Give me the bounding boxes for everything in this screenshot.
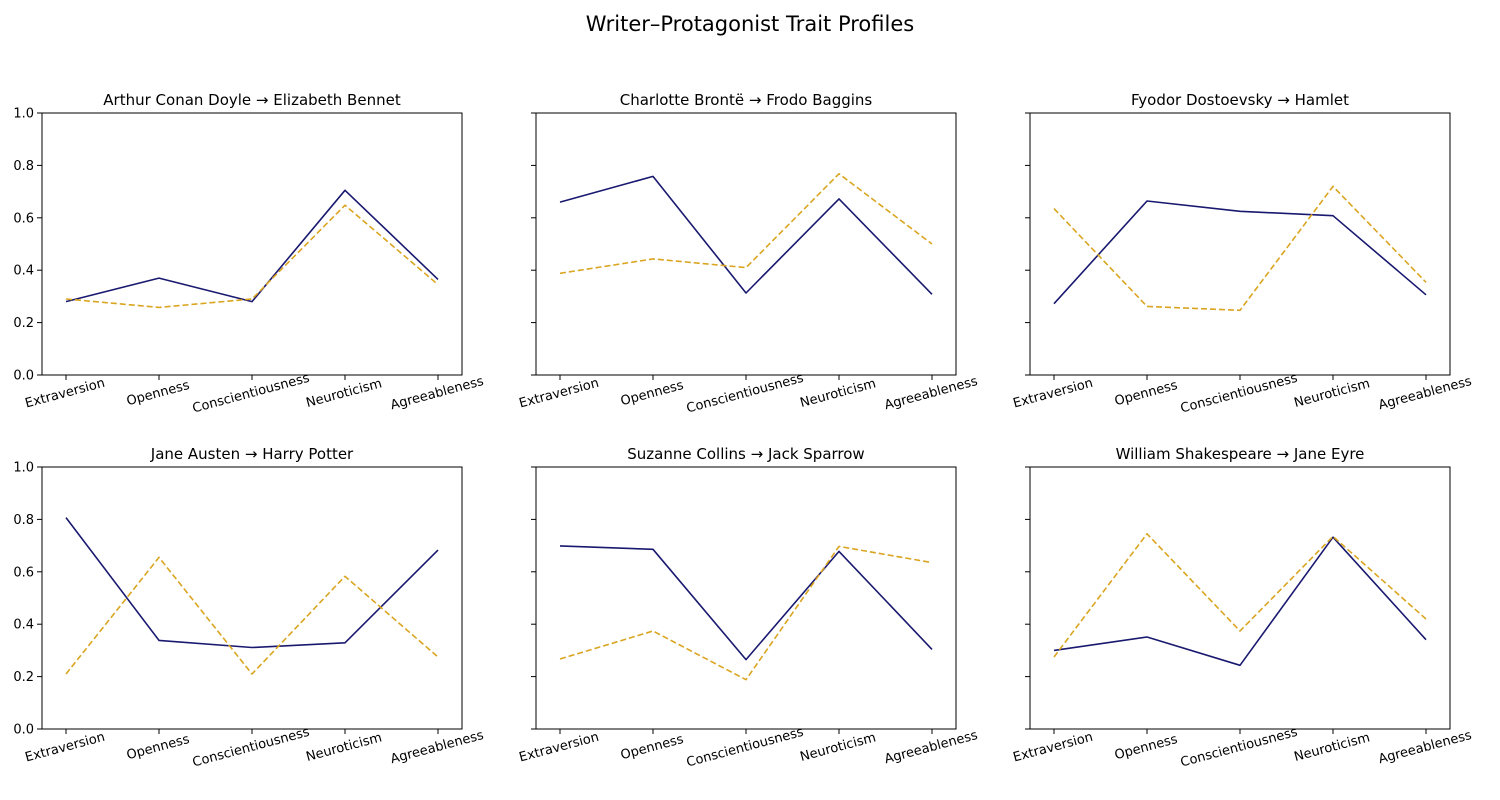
x-tick-label: Openness bbox=[125, 378, 191, 409]
x-tick-label: Extraversion bbox=[24, 376, 107, 412]
x-tick-label: Agreeableness bbox=[1377, 374, 1474, 413]
y-tick-label: 0.4 bbox=[13, 264, 34, 279]
axes-frame bbox=[41, 112, 463, 376]
y-tick-label: 0.2 bbox=[13, 670, 34, 685]
y-tick-label: 0.8 bbox=[13, 159, 34, 174]
series-line-writer bbox=[1053, 200, 1427, 305]
x-tick-label: Conscientiousness bbox=[1179, 725, 1299, 771]
figure-title: Writer–Protagonist Trait Profiles bbox=[585, 12, 915, 36]
x-tick-label: Agreeableness bbox=[883, 374, 980, 413]
series-line-protagonist bbox=[65, 556, 439, 675]
panel-title: Jane Austen → Harry Potter bbox=[150, 445, 354, 463]
x-tick-label: Openness bbox=[1113, 732, 1179, 763]
series-line-writer bbox=[65, 517, 439, 649]
panel-title: Fyodor Dostoevsky → Hamlet bbox=[1131, 91, 1349, 109]
x-tick-label: Conscientiousness bbox=[685, 725, 805, 771]
panel-title: Suzanne Collins → Jack Sparrow bbox=[627, 445, 864, 463]
y-tick-label: 0.6 bbox=[13, 565, 34, 580]
axes-frame bbox=[1029, 112, 1451, 376]
x-tick-label: Neuroticism bbox=[305, 376, 384, 411]
x-tick-label: Extraversion bbox=[1012, 730, 1095, 766]
axes-frame bbox=[535, 112, 957, 376]
x-tick-label: Neuroticism bbox=[799, 376, 878, 411]
series-line-protagonist bbox=[1053, 185, 1427, 312]
x-tick-label: Extraversion bbox=[518, 730, 601, 766]
series-line-writer bbox=[1053, 536, 1427, 667]
panel-title: Arthur Conan Doyle → Elizabeth Bennet bbox=[103, 91, 401, 109]
y-tick-label: 1.0 bbox=[13, 461, 34, 476]
x-tick-label: Conscientiousness bbox=[191, 725, 311, 771]
x-tick-label: Extraversion bbox=[518, 376, 601, 412]
y-tick-label: 1.0 bbox=[13, 107, 34, 122]
y-tick-label: 0.8 bbox=[13, 513, 34, 528]
x-tick-label: Extraversion bbox=[24, 730, 107, 766]
series-line-writer bbox=[559, 545, 933, 661]
x-tick-label: Neuroticism bbox=[1293, 376, 1372, 411]
y-tick-label: 0.2 bbox=[13, 316, 34, 331]
y-tick-label: 0.0 bbox=[13, 369, 34, 384]
axes-frame bbox=[1029, 466, 1451, 730]
x-tick-label: Neuroticism bbox=[799, 730, 878, 765]
panel-title: Charlotte Brontë → Frodo Baggins bbox=[620, 91, 873, 109]
y-tick-label: 0.4 bbox=[13, 618, 34, 633]
axes-frame bbox=[535, 466, 957, 730]
x-tick-label: Openness bbox=[1113, 378, 1179, 409]
series-line-protagonist bbox=[559, 545, 933, 681]
panel-title: William Shakespeare → Jane Eyre bbox=[1116, 445, 1365, 463]
x-tick-label: Agreeableness bbox=[389, 728, 486, 767]
x-tick-label: Agreeableness bbox=[883, 728, 980, 767]
x-tick-label: Conscientiousness bbox=[685, 371, 805, 417]
series-line-protagonist bbox=[559, 173, 933, 275]
x-tick-label: Agreeableness bbox=[389, 374, 486, 413]
y-tick-label: 0.0 bbox=[13, 723, 34, 738]
series-line-protagonist bbox=[1053, 532, 1427, 658]
x-tick-label: Openness bbox=[619, 732, 685, 763]
x-tick-label: Openness bbox=[619, 378, 685, 409]
y-tick-label: 0.6 bbox=[13, 211, 34, 226]
x-tick-label: Neuroticism bbox=[1293, 730, 1372, 765]
axes-frame bbox=[41, 466, 463, 730]
x-tick-label: Neuroticism bbox=[305, 730, 384, 765]
x-tick-label: Openness bbox=[125, 732, 191, 763]
series-line-writer bbox=[65, 189, 439, 303]
x-tick-label: Conscientiousness bbox=[191, 371, 311, 417]
series-line-writer bbox=[559, 175, 933, 295]
x-tick-label: Conscientiousness bbox=[1179, 371, 1299, 417]
series-line-protagonist bbox=[65, 204, 439, 309]
x-tick-label: Extraversion bbox=[1012, 376, 1095, 412]
x-tick-label: Agreeableness bbox=[1377, 728, 1474, 767]
